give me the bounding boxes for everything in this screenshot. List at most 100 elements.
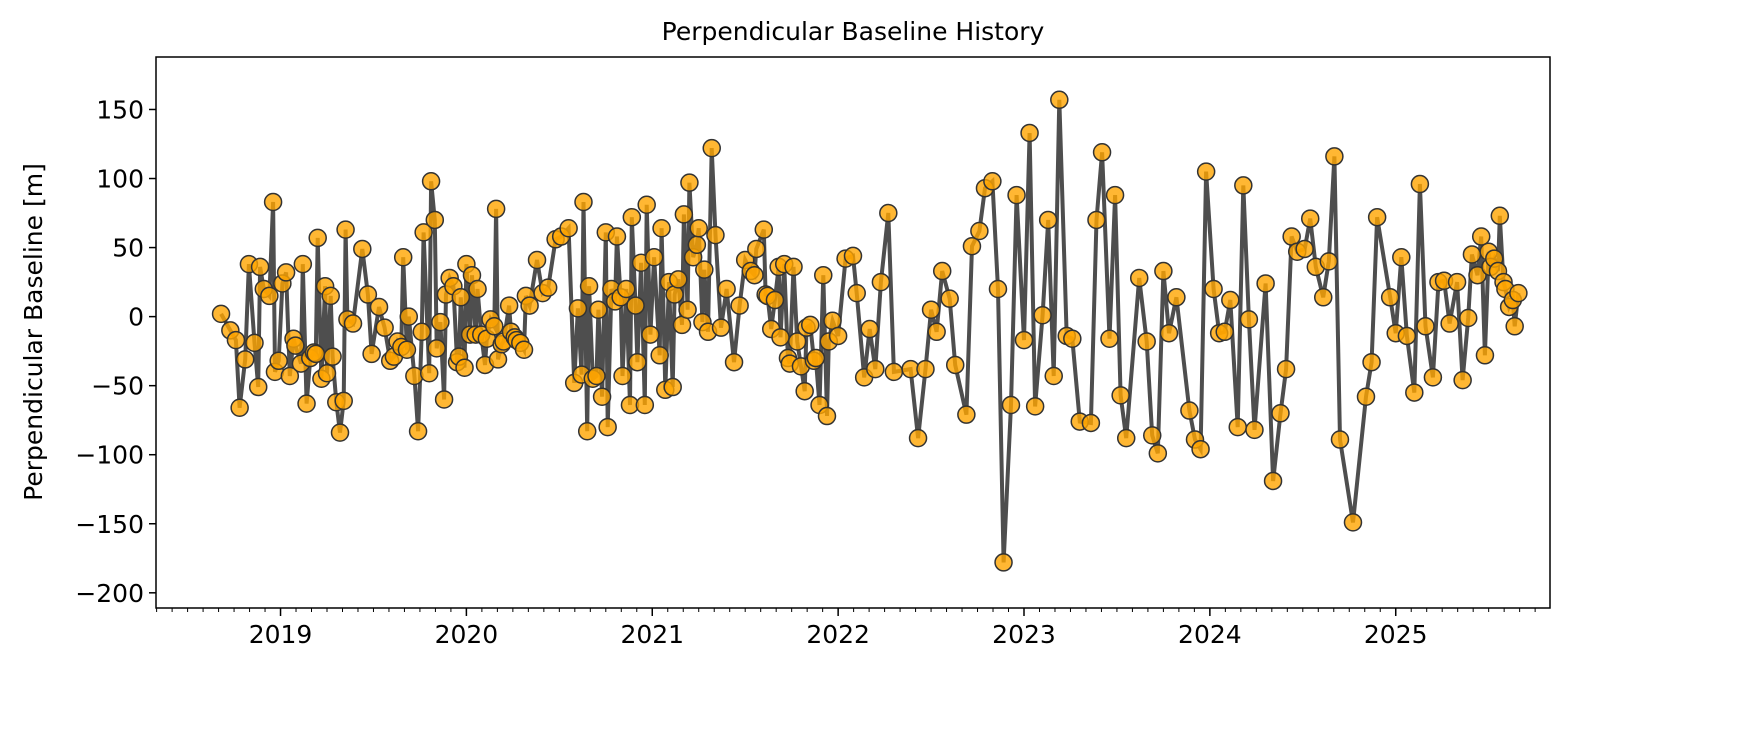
- data-point: [343, 314, 363, 333]
- data-point: [1025, 397, 1045, 416]
- data-point: [1116, 428, 1136, 448]
- data-point: [263, 192, 283, 212]
- data-point: [269, 351, 288, 371]
- data-point: [499, 296, 519, 315]
- data-point: [1313, 288, 1333, 307]
- data-point: [592, 387, 612, 406]
- data-point: [745, 265, 764, 285]
- data-point: [1234, 176, 1253, 195]
- data-point: [860, 319, 879, 339]
- data-point: [711, 318, 731, 337]
- data-point: [421, 172, 441, 191]
- data-point: [828, 326, 848, 346]
- data-point: [932, 261, 952, 281]
- data-point: [801, 315, 820, 335]
- data-point: [412, 322, 432, 342]
- data-point: [375, 318, 394, 337]
- data-point: [393, 247, 413, 267]
- data-point: [921, 300, 941, 319]
- data-point: [724, 352, 744, 372]
- y-axis-label: Perpendicular Baseline [m]: [19, 163, 48, 501]
- data-point: [843, 246, 863, 266]
- data-point: [1100, 329, 1119, 348]
- data-point: [235, 350, 255, 369]
- data-point: [230, 398, 249, 418]
- data-point: [1362, 352, 1381, 372]
- data-point: [245, 333, 264, 353]
- data-point: [297, 394, 316, 413]
- data-point: [399, 307, 419, 326]
- data-point: [574, 192, 593, 212]
- data-point: [1319, 252, 1339, 271]
- data-point: [616, 279, 636, 299]
- data-point: [286, 336, 305, 355]
- data-point: [962, 236, 982, 256]
- data-point: [1087, 210, 1106, 230]
- data-point: [784, 257, 803, 277]
- data-point: [1215, 322, 1234, 342]
- data-point: [1228, 417, 1247, 437]
- data-point: [1276, 359, 1296, 379]
- data-point: [1440, 314, 1459, 333]
- data-point: [814, 265, 833, 285]
- data-point: [1142, 426, 1162, 445]
- data-point: [323, 347, 342, 366]
- data-point: [983, 172, 1002, 191]
- data-point: [871, 272, 891, 292]
- data-point: [1191, 439, 1210, 459]
- data-point: [908, 428, 928, 448]
- data-point: [1380, 288, 1400, 307]
- data-point: [520, 296, 539, 315]
- data-point: [1405, 383, 1424, 402]
- data-point: [847, 283, 866, 303]
- x-tick-label: 2019: [249, 620, 313, 649]
- data-point: [1081, 413, 1101, 433]
- data-point: [1038, 210, 1058, 230]
- data-point: [334, 391, 353, 411]
- data-point: [1044, 366, 1063, 386]
- data-point: [568, 299, 588, 318]
- data-point: [485, 317, 504, 336]
- data-point: [1239, 310, 1259, 329]
- data-point: [628, 352, 647, 372]
- data-point: [427, 339, 446, 358]
- data-point: [1180, 401, 1199, 420]
- data-point: [1148, 444, 1168, 463]
- baseline-series-line: [219, 99, 1521, 563]
- data-point: [1471, 227, 1491, 246]
- data-point: [1343, 513, 1363, 532]
- data-point: [226, 330, 246, 350]
- data-point: [353, 239, 372, 259]
- data-point: [680, 173, 699, 192]
- data-point: [538, 278, 558, 297]
- data-point: [940, 289, 959, 308]
- y-tick-label: −200: [75, 579, 144, 608]
- data-point: [431, 312, 450, 332]
- data-point: [248, 377, 268, 397]
- data-point: [1468, 265, 1487, 285]
- data-point: [1397, 326, 1417, 346]
- data-point: [397, 340, 417, 360]
- data-point: [1050, 90, 1069, 110]
- data-point: [276, 263, 296, 282]
- data-point: [689, 218, 708, 238]
- data-point: [622, 207, 642, 227]
- y-tick-label: −50: [91, 372, 144, 401]
- data-point: [665, 285, 684, 304]
- data-point: [717, 279, 736, 299]
- data-point: [579, 276, 599, 296]
- data-point: [1105, 185, 1125, 205]
- data-point: [1453, 370, 1472, 390]
- data-point: [362, 344, 381, 364]
- data-point: [1263, 471, 1283, 491]
- y-tick-label: 0: [128, 303, 144, 332]
- data-point: [916, 359, 935, 379]
- data-point: [730, 296, 749, 315]
- data-point: [587, 366, 606, 386]
- data-point: [1159, 323, 1179, 343]
- chart-title: Perpendicular Baseline History: [662, 17, 1045, 46]
- data-point: [669, 270, 688, 289]
- data-point: [1505, 317, 1524, 336]
- data-point: [425, 210, 445, 230]
